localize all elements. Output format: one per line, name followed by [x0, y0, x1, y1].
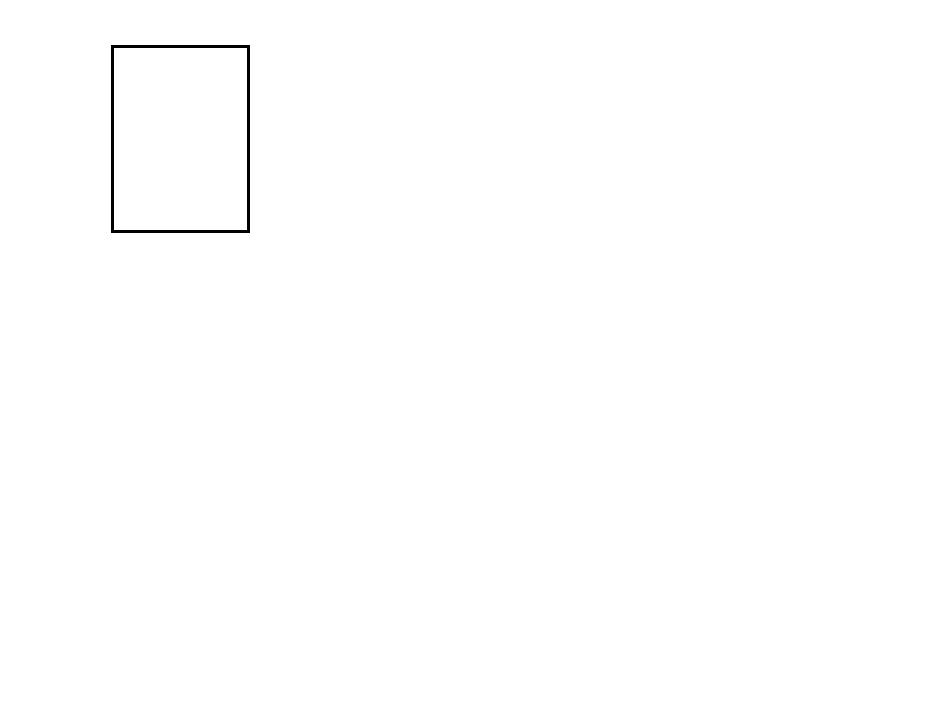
- legend: [111, 45, 250, 233]
- legend-item-25c: [124, 149, 247, 154]
- legend-swatch-50c: [124, 124, 161, 129]
- legend-swatch-minus40c: [124, 201, 161, 206]
- legend-item-85c: [124, 98, 247, 103]
- legend-swatch-125c: [124, 72, 161, 77]
- legend-item-125c: [124, 72, 247, 77]
- legend-item-0c: [124, 175, 247, 180]
- legend-swatch-0c: [124, 175, 161, 180]
- legend-swatch-85c: [124, 98, 161, 103]
- legend-swatch-25c: [124, 149, 161, 154]
- legend-item-minus40c: [124, 201, 247, 206]
- legend-item-50c: [124, 124, 247, 129]
